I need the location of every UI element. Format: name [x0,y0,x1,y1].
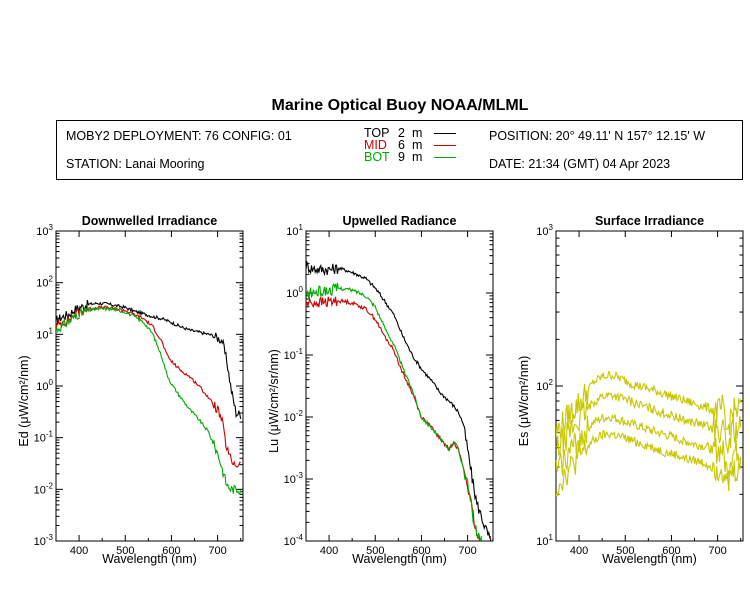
y-tick-label: 10-2 [34,481,54,496]
legend-entry-mid: MID 6 m [364,138,422,152]
legend-entry-top: TOP 2 m [364,126,422,140]
y-tick-label: 101 [536,533,553,548]
legend-name: BOT [364,150,390,164]
y-tick-label: 10-3 [34,533,54,548]
series-line [56,306,242,495]
y-tick-label: 100 [286,285,303,300]
x-axis-label: Wavelength (nm) [602,552,697,566]
series-line [306,260,492,540]
series-line [556,414,741,482]
legend-unit: m [412,138,423,152]
y-tick-label: 103 [36,223,53,238]
legend-name: MID [364,138,387,152]
y-tick-label: 103 [536,223,553,238]
series-line [556,391,742,456]
legend-name: TOP [364,126,390,140]
x-tick-label: 500 [366,545,384,557]
series-line [556,370,742,439]
legend-depth: 2 [398,126,405,140]
plot-2: Surface Irradiance 400 500 600 700 101 102 103 W… [517,214,744,566]
x-axis-label: Wavelength (nm) [352,552,447,566]
x-axis-label: Wavelength (nm) [102,552,197,566]
x-tick-label: 600 [662,545,680,557]
y-tick-label: 10-3 [284,471,304,486]
x-tick-label: 700 [208,545,226,557]
plot-0: Downwelled Irradiance 400 500 600 700 10-3 10-… [17,214,244,566]
y-tick-label: 101 [36,326,53,341]
figure-title: Marine Optical Buoy NOAA/MLML [271,97,529,114]
y-tick-label: 102 [536,378,553,393]
plot-frame [55,230,244,542]
y-tick-label: 10-4 [284,533,304,548]
x-tick-label: 500 [616,545,634,557]
station-text: STATION: Lanai Mooring [66,157,205,171]
info-box: MOBY2 DEPLOYMENT: 76 CONFIG: 01 STATION:… [56,120,743,180]
x-tick-label: 400 [70,545,88,557]
y-tick-label: 102 [36,275,53,290]
x-tick-label: 700 [708,545,726,557]
legend-depth: 9 [398,150,405,164]
y-axis-label: Es (μW/cm²/nm) [517,356,531,447]
date-text: DATE: 21:34 (GMT) 04 Apr 2023 [489,157,671,171]
plot-1: Upwelled Radiance 400 500 600 700 10-4 10-3 10-… [267,214,494,566]
series-line [306,296,483,541]
y-axis-label: Lu (μW/cm²/sr/nm) [267,349,281,453]
x-tick-label: 400 [320,545,338,557]
x-tick-label: 700 [458,545,476,557]
plot-title: Downwelled Irradiance [82,214,218,228]
x-tick-label: 600 [162,545,180,557]
position-text: POSITION: 20° 49.11' N 157° 12.15' W [489,129,706,143]
series-line [56,299,242,420]
legend-entry-bot: BOT 9 m [364,150,422,164]
x-tick-label: 600 [412,545,430,557]
legend-unit: m [412,150,423,164]
legend-depth: 6 [398,138,405,152]
y-tick-label: 101 [286,223,303,238]
x-tick-label: 500 [116,545,134,557]
legend-line-top [434,133,456,134]
legend-line-bot [434,157,456,158]
y-axis-label: Ed (μW/cm²/nm) [17,355,31,446]
series-line [306,282,483,541]
y-tick-label: 10-2 [284,409,304,424]
legend-unit: m [412,126,423,140]
plot-title: Upwelled Radiance [343,214,457,228]
deployment-text: MOBY2 DEPLOYMENT: 76 CONFIG: 01 [66,129,292,143]
plot-frame [305,230,494,542]
plot-title: Surface Irradiance [595,214,704,228]
series-line [556,429,742,497]
legend-line-mid [434,145,456,146]
y-tick-label: 10-1 [34,430,54,445]
y-tick-label: 100 [36,378,53,393]
x-tick-label: 400 [570,545,588,557]
y-tick-label: 10-1 [284,347,304,362]
